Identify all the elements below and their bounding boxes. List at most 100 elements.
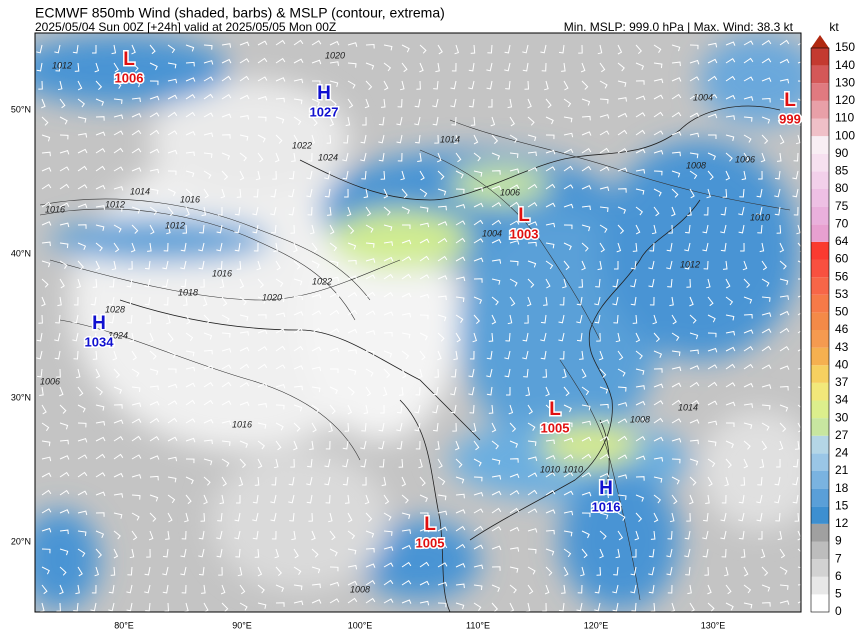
wind-barb [363,404,369,415]
wind-barb [725,41,736,46]
wind-barb [239,440,249,448]
wind-barb [651,224,657,235]
wind-barb [761,404,771,410]
wind-barb [311,566,321,574]
wind-barb [563,510,574,516]
wind-barb [797,98,801,102]
wind-barb [73,296,79,306]
wind-barb [131,113,142,118]
wind-barb [162,278,169,288]
wind-barb [72,44,79,54]
wind-barb [236,188,242,198]
wind-barb [364,98,370,109]
wind-barb [347,564,358,570]
wind-barb [599,224,608,233]
wind-barb [545,149,556,155]
wind-barb [631,602,637,612]
extremum-value: 1034 [85,334,115,349]
wind-barb [77,260,85,270]
wind-barb [491,440,500,450]
wind-barb [635,80,645,85]
wind-barb [252,224,259,234]
wind-barb [563,80,569,91]
wind-barb [671,77,682,82]
wind-barb [415,386,421,396]
wind-barb [707,75,718,82]
wind-barb [437,510,448,516]
colorbar-segment [811,153,829,172]
colorbar-label: 43 [835,340,849,354]
lon-label: 120°E [584,620,609,630]
wind-barb [558,44,565,54]
wind-barb [437,44,443,55]
wind-barb [112,350,118,361]
wind-barb [306,170,313,180]
wind-barb [415,134,421,144]
wind-barb [686,512,691,522]
colorbar-segment [811,224,829,242]
wind-barb [797,242,801,253]
wind-barb [113,368,121,378]
wind-barb [167,512,173,523]
wind-barb [612,278,619,288]
wind-barb [563,132,574,138]
wind-barb [414,98,421,108]
wind-barb [667,530,673,540]
wind-barb [491,238,502,244]
wind-barb [185,458,195,464]
wind-barb [491,545,502,551]
wind-barb [149,436,160,442]
wind-barb [239,401,250,406]
wind-barb [509,201,520,208]
wind-barb [418,458,423,469]
wind-barb [77,566,83,577]
wind-barb [671,206,676,217]
wind-barb [471,422,477,433]
wind-barb [509,547,520,552]
wind-barb [779,116,788,126]
wind-barb [329,404,336,415]
wind-barb [149,188,159,195]
wind-barb [91,584,97,594]
wind-barb [743,566,749,577]
wind-barb [238,476,244,487]
wind-barb [380,170,386,180]
wind-barb [437,275,448,280]
wind-barb [72,332,79,342]
wind-barb [401,494,409,504]
wind-barb [545,566,553,576]
wind-barb [216,548,223,558]
wind-barb [95,491,106,497]
wind-barb [131,44,136,55]
wind-barb [545,490,556,496]
wind-barb [290,224,295,234]
wind-barb [761,58,772,64]
map [35,33,801,612]
wind-barb [203,60,214,65]
contour-label: 1016 [212,268,232,278]
wind-barb [725,170,731,181]
wind-barb [41,98,46,109]
extremum-value: 1003 [510,226,539,241]
wind-barb [779,78,790,84]
wind-barb [563,404,572,413]
wind-barb [615,548,621,559]
wind-barb [545,134,555,140]
wind-barb [797,260,801,263]
wind-barb [167,332,174,343]
wind-barb [689,59,700,65]
wind-barb [309,440,314,450]
wind-barb [473,187,484,192]
wind-barb [419,222,430,228]
colorbar-segment [811,400,829,419]
wind-barb [473,525,484,532]
wind-barb [760,548,766,559]
contour-label: 1012 [105,199,125,209]
wind-barb [221,152,231,160]
wind-barb [761,440,768,451]
wind-barb [275,383,286,389]
wind-barb [578,44,583,54]
wind-barb [671,170,681,178]
contour-label: 1022 [312,276,332,286]
